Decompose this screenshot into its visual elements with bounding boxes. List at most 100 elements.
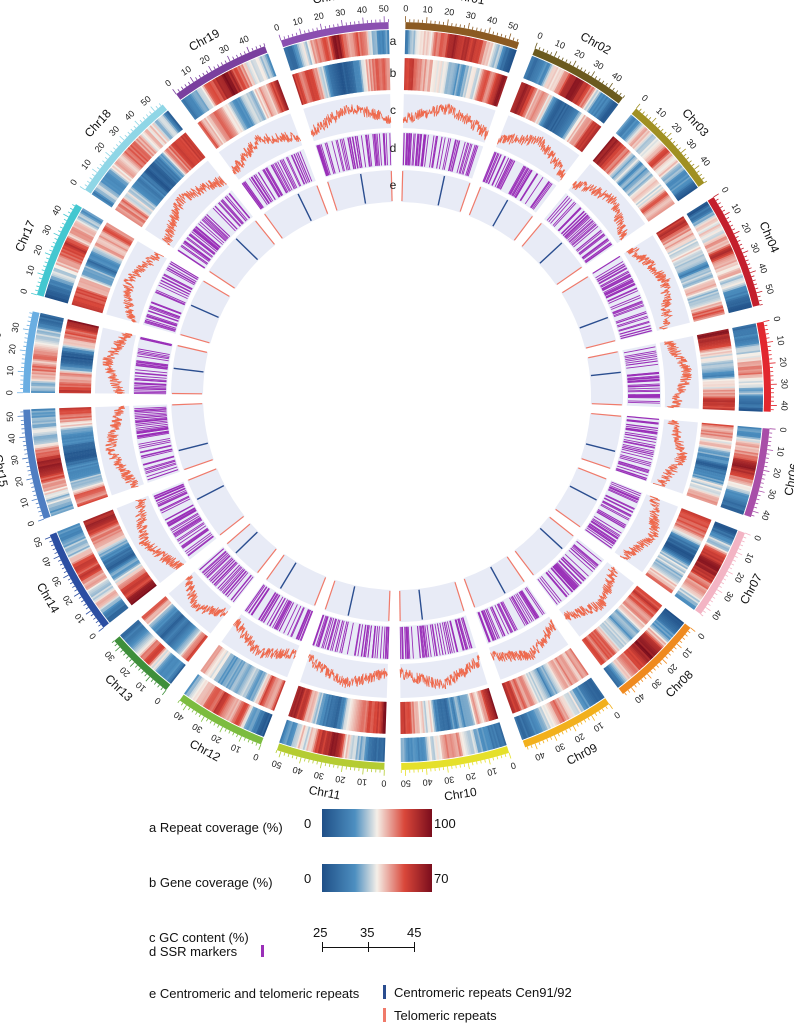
gene-coverage-cell <box>520 86 536 117</box>
ssr-marker <box>593 516 622 534</box>
repeat-coverage-cell <box>95 589 117 605</box>
legend-cen-tel-repeats: e Centromeric and telomeric repeats <box>149 986 360 1001</box>
gene-coverage-cell <box>60 358 93 364</box>
gene-coverage-cell <box>139 175 166 198</box>
repeat-coverage-cell <box>660 612 680 630</box>
chromosome-band <box>49 532 109 628</box>
repeat-coverage-cell <box>676 184 697 200</box>
gene-coverage-cell <box>197 122 218 150</box>
gene-coverage-cell <box>94 531 124 548</box>
repeat-coverage-cell <box>135 138 155 157</box>
gene-coverage-cell <box>688 293 720 306</box>
repeat-coverage-cell <box>203 686 219 709</box>
track-background <box>403 94 496 143</box>
gene-coverage-cell <box>678 514 709 529</box>
repeat-coverage-cell <box>33 438 58 444</box>
repeat-coverage-cell <box>469 729 477 754</box>
gene-coverage-cell <box>700 431 733 437</box>
ssr-marker <box>177 250 205 269</box>
gene-coverage-cell <box>329 64 338 97</box>
repeat-coverage-cell <box>721 502 745 512</box>
repeat-coverage-cell <box>123 151 143 170</box>
ssr-marker <box>410 626 414 659</box>
gene-coverage-cell <box>357 60 363 93</box>
gene-coverage-cell <box>612 612 636 637</box>
gene-coverage-cell <box>475 691 487 723</box>
gene-coverage-cell <box>673 251 704 267</box>
gene-coverage-cell <box>356 699 363 732</box>
gc-content-line <box>161 176 227 246</box>
repeat-coverage-cell <box>690 570 713 585</box>
chromosome-tick <box>688 160 692 163</box>
gene-coverage-cell <box>535 667 553 698</box>
repeat-coverage-cell <box>632 642 651 662</box>
chromosome-label: Chr06 <box>781 462 794 497</box>
repeat-coverage-cell <box>567 78 582 101</box>
gene-coverage-cell <box>59 386 92 390</box>
gene-coverage-cell <box>214 110 234 139</box>
repeat-coverage-cell <box>460 731 467 756</box>
repeat-coverage-cell <box>539 706 552 729</box>
chromosome-tick <box>764 465 768 468</box>
gene-coverage-cell <box>501 682 515 714</box>
gene-coverage-cell <box>129 583 156 605</box>
repeat-coverage-cell <box>42 480 67 489</box>
gene-coverage-cell <box>216 654 235 683</box>
chromosome-tick <box>591 715 595 721</box>
gene-coverage-cell <box>441 61 448 94</box>
chromosome-tick <box>74 589 78 592</box>
repeat-coverage-cell <box>712 525 736 537</box>
gene-coverage-cell <box>435 60 442 93</box>
gene-coverage-cell <box>251 90 267 120</box>
repeat-coverage-cell <box>564 692 579 715</box>
gene-coverage-cell <box>90 524 120 540</box>
chromosome-tick <box>54 237 58 240</box>
chromosome-tick-label: 0 <box>153 695 163 706</box>
chromosome-tick <box>149 111 152 115</box>
gene-coverage-cell <box>163 150 188 175</box>
gene-coverage-cell <box>247 670 264 701</box>
repeat-coverage-cell <box>657 616 677 634</box>
chromosome-tick <box>594 76 598 80</box>
repeat-coverage-cell <box>139 134 158 153</box>
gene-coverage-cell <box>554 657 573 686</box>
gene-coverage-cell <box>686 287 718 300</box>
ssr-marker <box>489 607 504 637</box>
repeat-coverage-cell <box>417 30 422 55</box>
repeat-coverage-cell <box>549 68 562 91</box>
repeat-coverage-cell <box>602 103 619 124</box>
ssr-marker <box>512 168 530 197</box>
gene-coverage-cell <box>179 136 202 163</box>
repeat-coverage-cell <box>553 699 567 722</box>
ssr-marker <box>135 417 168 423</box>
ssr-marker <box>431 624 438 657</box>
chromosome-tick <box>731 563 735 566</box>
track-background <box>580 412 623 470</box>
ssr-marker <box>627 415 660 420</box>
repeat-coverage-cell <box>244 706 257 730</box>
gene-coverage-cell <box>178 629 201 655</box>
ssr-marker <box>458 618 469 650</box>
chromosome-tick-label: 30 <box>190 721 204 735</box>
repeat-coverage-cell <box>603 667 620 688</box>
gene-coverage-cell <box>659 221 688 240</box>
repeat-coverage-cell <box>571 81 586 104</box>
ssr-marker <box>615 469 647 481</box>
gene-coverage-cell <box>69 470 101 481</box>
ssr-marker <box>134 375 167 379</box>
gene-coverage-cell <box>675 521 706 537</box>
ssr-marker <box>134 413 167 418</box>
ssr-marker <box>135 421 168 427</box>
ssr-marker <box>607 288 638 303</box>
gene-coverage-cell <box>699 442 732 450</box>
chromosome-tick <box>765 461 769 464</box>
ssr-marker <box>597 510 626 527</box>
gene-coverage-cell <box>673 526 703 542</box>
repeat-coverage-cell <box>46 290 70 299</box>
track-letter-c: c <box>390 103 396 117</box>
repeat-coverage-cell <box>57 522 81 534</box>
ssr-marker <box>497 603 513 633</box>
chromosome-tick <box>145 114 149 117</box>
repeat-coverage-cell <box>79 212 102 227</box>
repeat-coverage-cell <box>734 336 759 343</box>
